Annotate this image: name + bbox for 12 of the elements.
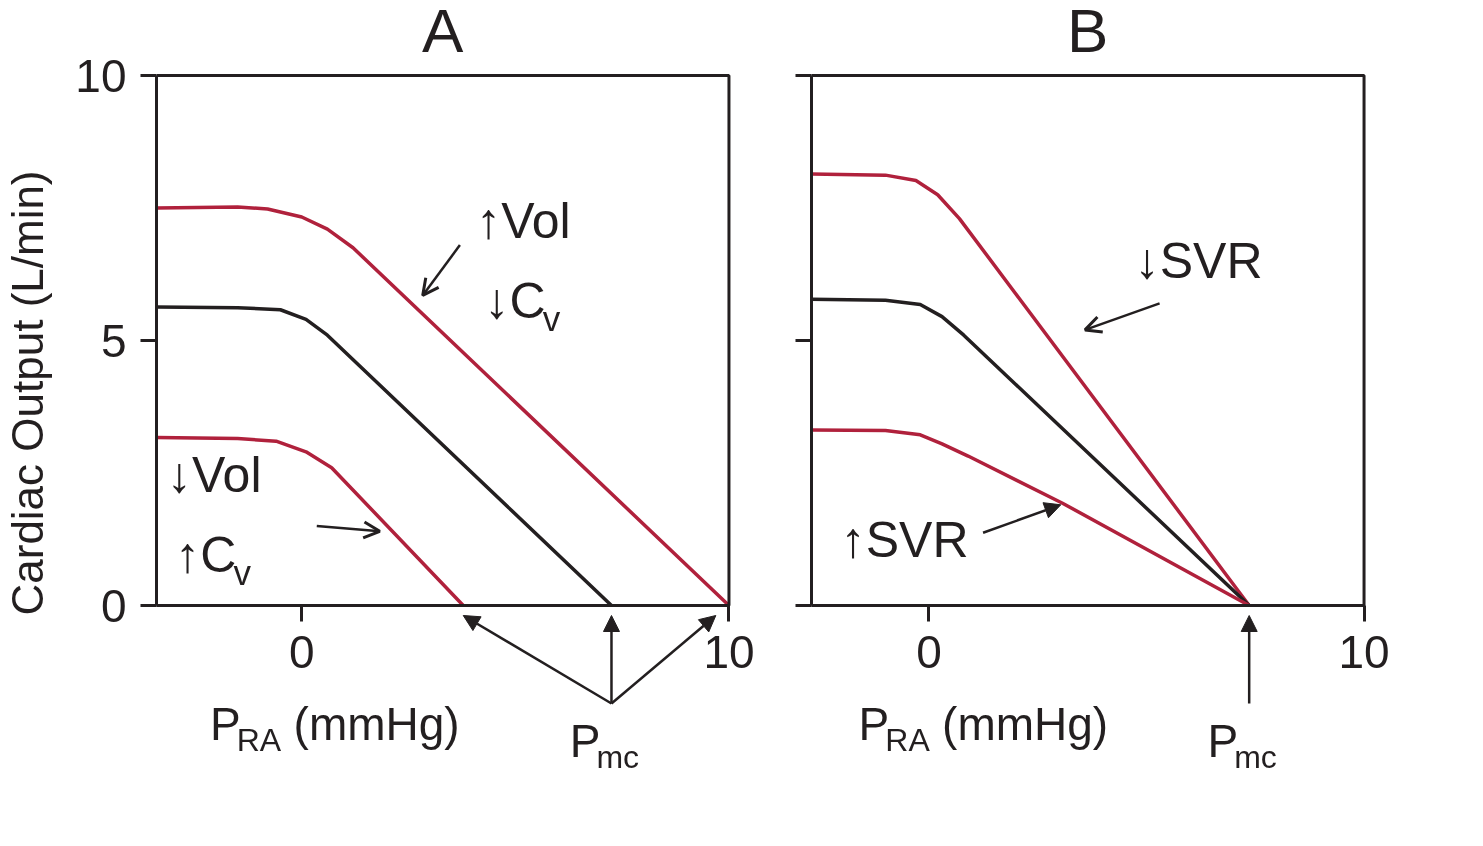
x-tick-label: 10 xyxy=(1338,625,1390,678)
y-tick-label: 5 xyxy=(100,314,127,367)
y-axis-title: Cardiac Output (L/min) xyxy=(3,170,53,616)
x-tick-label: 0 xyxy=(916,625,942,678)
y-tick-label: 0 xyxy=(100,579,127,632)
chart-title: B xyxy=(1067,0,1109,65)
annotation: ↑SVR xyxy=(840,511,969,568)
annotation: ↓SVR xyxy=(1134,233,1263,289)
x-tick-label: 0 xyxy=(288,625,315,678)
x-tick-label: 10 xyxy=(703,625,755,678)
chart-title: A xyxy=(422,0,465,65)
y-tick-label: 10 xyxy=(75,49,127,102)
